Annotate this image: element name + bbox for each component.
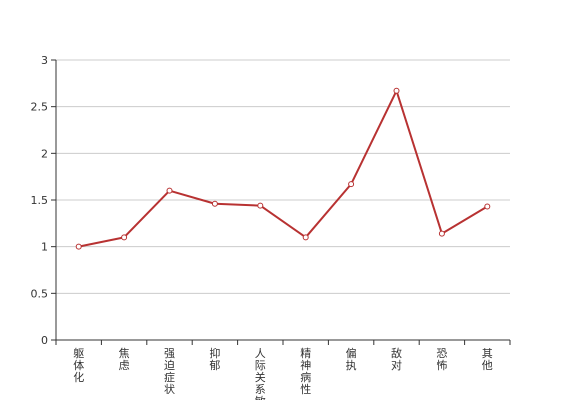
data-point [348, 181, 355, 188]
data-point [75, 243, 82, 250]
y-tick-label: 2 [41, 147, 48, 160]
y-tick-label: 3 [41, 54, 48, 67]
x-tick-label: 恐怖 [436, 347, 447, 372]
x-tick-label: 精神病性 [300, 347, 311, 396]
data-points [75, 87, 491, 250]
x-tick-label: 强迫症状 [164, 347, 175, 396]
y-tick-label: 0 [41, 334, 48, 347]
x-tick-label: 敌对 [391, 346, 402, 372]
data-point [257, 202, 264, 209]
grid-lines [56, 59, 510, 294]
data-point [438, 230, 445, 237]
data-point [484, 203, 491, 210]
data-point [302, 234, 309, 241]
series-line [78, 89, 488, 248]
data-point [211, 200, 218, 207]
y-tick-label: 1 [41, 241, 48, 254]
data-point [121, 234, 128, 241]
series-line-layer [78, 89, 488, 248]
data-point [166, 187, 173, 194]
data-point [393, 87, 400, 94]
tick-labels: 0 0.5 1 1.5 2 2.5 3 躯体化 焦虑 强迫症状 抑郁 人际关系敏感 精神病性 偏执 敌对 恐怖… [31, 54, 493, 404]
x-tick-label: 人际关系敏感 [255, 347, 266, 400]
x-tick-label: 躯体化 [73, 347, 84, 384]
axes [51, 59, 511, 345]
y-tick-label: 1.5 [31, 194, 49, 207]
x-tick-label: 焦虑 [119, 347, 130, 372]
x-tick-label: 其他 [482, 347, 493, 372]
y-tick-label: 0.5 [31, 287, 49, 300]
y-tick-label: 2.5 [31, 101, 49, 114]
x-tick-label: 偏执 [346, 346, 357, 372]
x-tick-label: 抑郁 [209, 346, 220, 372]
